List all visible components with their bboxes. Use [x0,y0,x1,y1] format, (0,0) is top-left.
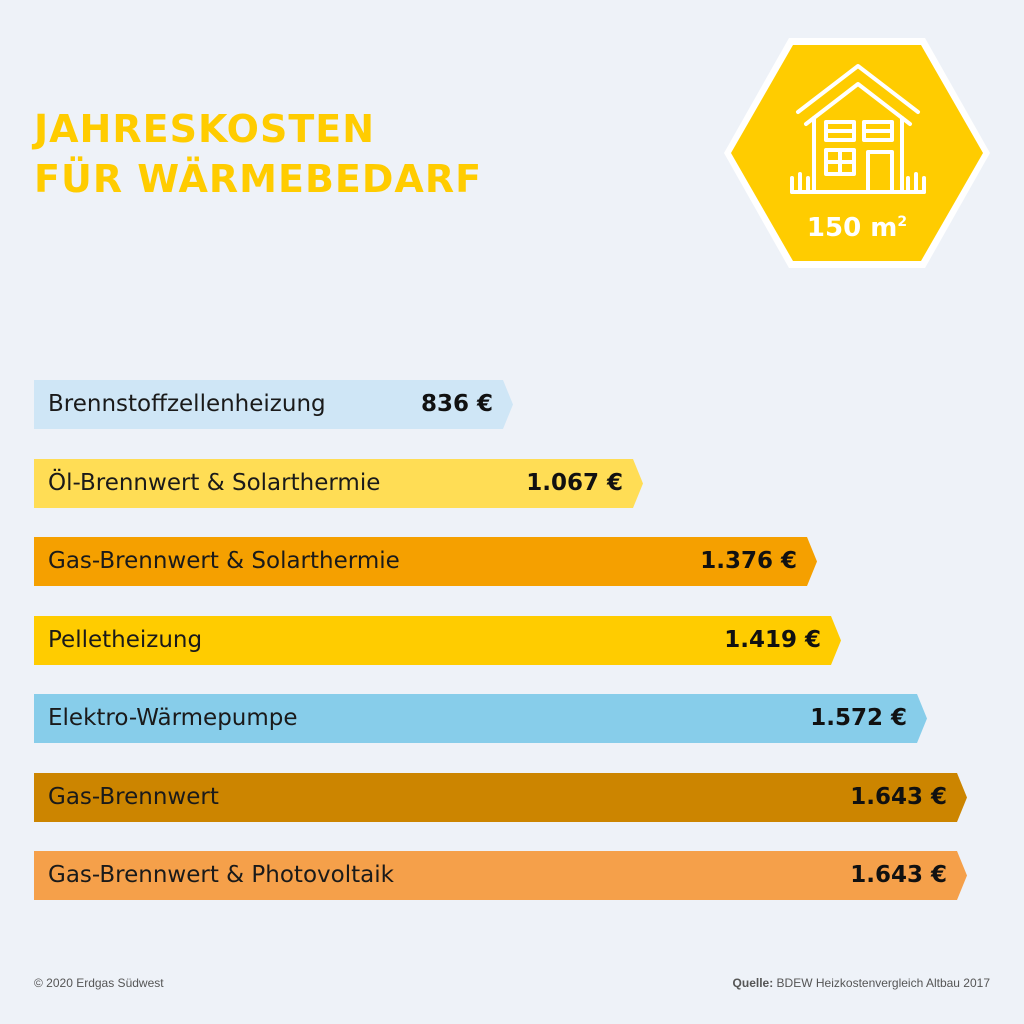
bar: Pelletheizung 1.419 € [34,616,841,665]
bar: Gas-Brennwert & Solarthermie 1.376 € [34,537,817,586]
title-line-1: JAHRESKOSTEN [34,107,376,151]
chart-title: JAHRESKOSTEN FÜR WÄRMEBEDARF [34,104,482,204]
bar-fill [34,851,967,900]
bar-fill [34,459,643,508]
source-label: Quelle: [732,976,774,990]
title-line-2: FÜR WÄRMEBEDARF [34,157,483,201]
bar-value-label: 1.067 € [526,470,623,496]
house-area-badge: 150 m2 [722,36,992,270]
bar-fill [34,537,817,586]
bar-shape [34,380,513,429]
bar-value-label: 1.376 € [700,548,797,574]
bar-shape [34,694,927,743]
bar-value-label: 1.643 € [850,784,947,810]
bar-fill [34,773,967,822]
bar-category-label: Gas-Brennwert & Solarthermie [48,548,400,574]
hexagon-badge: 150 m2 [724,38,990,268]
bar: Öl-Brennwert & Solarthermie 1.067 € [34,459,643,508]
area-label: 150 m2 [807,213,907,243]
source-text: Quelle: BDEW Heizkostenvergleich Altbau … [733,976,990,990]
bar-fill [34,616,841,665]
bar: Gas-Brennwert 1.643 € [34,773,967,822]
bar-value-label: 836 € [420,391,493,417]
bar-shape [34,537,817,586]
bar-category-label: Öl-Brennwert & Solarthermie [48,470,381,496]
bar-category-label: Brennstoffzellenheizung [48,391,326,417]
house-icon [790,64,926,194]
source-value: BDEW Heizkostenvergleich Altbau 2017 [773,976,990,990]
bar-fill [34,694,927,743]
bar-shape [34,616,841,665]
bar-shape [34,773,967,822]
bar-category-label: Pelletheizung [48,627,203,653]
bar-value-label: 1.572 € [810,705,907,731]
bar-category-label: Elektro-Wärmepumpe [48,705,298,731]
bar-category-label: Gas-Brennwert [48,784,219,810]
bar-shape [34,851,967,900]
bar-fill [34,380,513,429]
bar: Elektro-Wärmepumpe 1.572 € [34,694,927,743]
bar-value-label: 1.419 € [724,627,821,653]
bar: Brennstoffzellenheizung 836 € [34,380,513,429]
bar-shape [34,459,643,508]
bar-category-label: Gas-Brennwert & Photovoltaik [48,862,394,888]
bar-value-label: 1.643 € [850,862,947,888]
bar: Gas-Brennwert & Photovoltaik 1.643 € [34,851,967,900]
copyright-text: © 2020 Erdgas Südwest [34,976,164,990]
